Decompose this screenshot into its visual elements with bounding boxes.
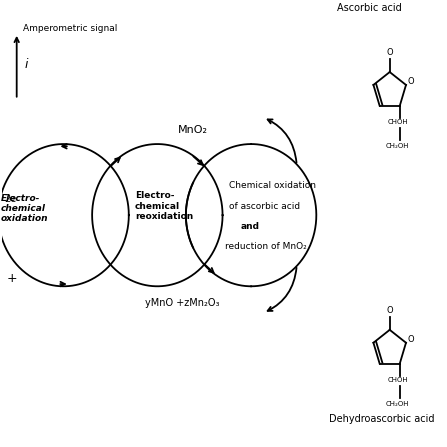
- Text: i: i: [25, 59, 28, 72]
- Text: and: and: [241, 222, 260, 231]
- Text: CHOH: CHOH: [388, 377, 408, 383]
- Text: CH₂OH: CH₂OH: [385, 401, 409, 407]
- Text: reduction of MnO₂: reduction of MnO₂: [224, 241, 306, 250]
- Text: O: O: [387, 306, 393, 315]
- Text: +: +: [7, 272, 17, 285]
- Text: Chemical oxidation: Chemical oxidation: [229, 181, 316, 190]
- Text: O: O: [387, 48, 393, 57]
- Text: O: O: [407, 77, 414, 86]
- Text: Dehydroascorbic acid: Dehydroascorbic acid: [329, 414, 434, 424]
- Text: Electro-
chemical
reoxidation: Electro- chemical reoxidation: [135, 191, 193, 221]
- Text: Ascorbic acid: Ascorbic acid: [337, 3, 401, 13]
- Text: CH₂OH: CH₂OH: [385, 143, 409, 149]
- Text: O: O: [407, 335, 414, 344]
- Text: MnO₂: MnO₂: [178, 125, 208, 135]
- Text: of ascorbic acid: of ascorbic acid: [229, 202, 300, 211]
- Text: Electro-
chemical
oxidation: Electro- chemical oxidation: [0, 194, 48, 224]
- Text: Amperometric signal: Amperometric signal: [23, 24, 117, 33]
- Text: yMnO +zMn₂O₃: yMnO +zMn₂O₃: [145, 298, 219, 308]
- Text: 2e⁻: 2e⁻: [4, 194, 22, 204]
- Text: CHOH: CHOH: [388, 119, 408, 126]
